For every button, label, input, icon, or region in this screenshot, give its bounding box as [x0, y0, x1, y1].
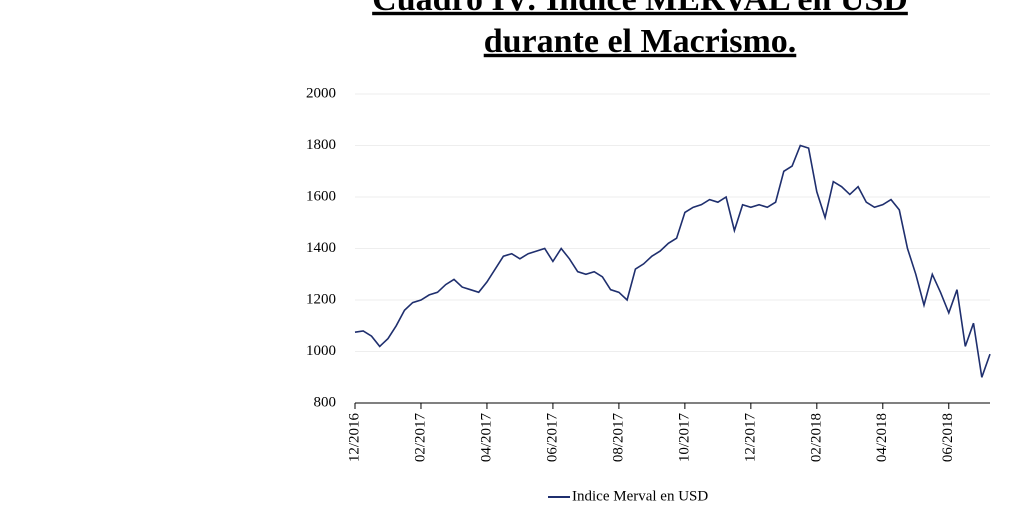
legend-label: Indice Merval en USD — [572, 488, 708, 504]
y-tick-label: 1000 — [306, 343, 336, 359]
y-tick-label: 1600 — [306, 188, 336, 204]
x-tick-label: 06/2018 — [940, 413, 956, 462]
x-tick-label: 08/2017 — [610, 413, 626, 463]
x-tick-label: 04/2017 — [478, 413, 494, 463]
x-tick-label: 12/2017 — [742, 413, 758, 463]
y-tick-label: 2000 — [306, 85, 336, 101]
x-tick-label: 02/2018 — [808, 413, 824, 462]
chart-title: durante el Macrismo. — [484, 23, 797, 60]
chart-title: Cuadro IV: Indice MERVAL en USD — [372, 0, 908, 18]
x-tick-label: 04/2018 — [874, 413, 890, 462]
x-tick-label: 06/2017 — [544, 413, 560, 463]
line — [354, 144, 991, 378]
x-tick-label: 10/2017 — [676, 413, 692, 463]
x-tick-label: 02/2017 — [412, 413, 428, 463]
y-tick-label: 1200 — [306, 291, 336, 307]
y-tick-label: 1800 — [306, 137, 336, 153]
y-tick-label: 1400 — [306, 240, 336, 256]
x-tick-label: 12/2016 — [346, 413, 362, 463]
y-tick-label: 800 — [314, 394, 337, 410]
